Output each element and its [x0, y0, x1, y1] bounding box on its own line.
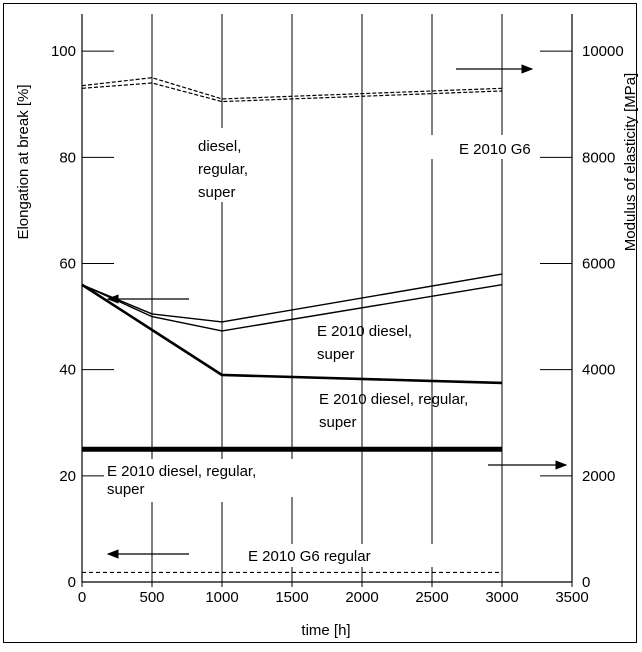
chart-frame: 0 500 1000 1500 2000 2500 3000 3500 0 20 40 60 80 100… [3, 3, 639, 643]
y-right-tick-label: 4000 [582, 362, 615, 379]
x-tick-label: 0 [78, 589, 86, 606]
annotation-e2010-g6: E 2010 G6 [459, 141, 531, 158]
annotation-diesel-regular-super-line3: super [198, 184, 236, 201]
annotation-e2010-diesel-regular-super-1-line2: super [319, 414, 357, 431]
series-line-1 [81, 82, 503, 103]
y-right-tick-label: 0 [582, 574, 590, 591]
y-right-tick-label: 10000 [582, 43, 624, 60]
x-tick-label: 3500 [555, 589, 588, 606]
annotation-background [104, 459, 294, 497]
annotation-diesel-regular-super-line1: diesel, [198, 138, 241, 155]
x-axis-label: time [h] [301, 622, 350, 639]
x-tick-label: 1000 [205, 589, 238, 606]
x-tick-label: 2500 [415, 589, 448, 606]
annotation-e2010-diesel-super-line1: E 2010 diesel, [317, 323, 412, 340]
chart: 0 500 1000 1500 2000 2500 3000 3500020406080100… [15, 14, 639, 639]
annotation-e2010-diesel-super-line2: super [317, 346, 355, 363]
x-tick-label: 1500 [275, 589, 308, 606]
annotation-e2010-diesel-regular-super-2-line1: E 2010 diesel, regular, [107, 463, 256, 480]
y-left-axis-label: Elongation at break [%] [15, 84, 32, 239]
annotation-e2010-diesel-regular-super-2-line2: super [107, 481, 145, 498]
series-line-2 [81, 77, 503, 100]
y-left-tick-label: 80 [59, 149, 76, 166]
y-left-tick-label: 40 [59, 362, 76, 379]
y-right-tick-label: 2000 [582, 468, 615, 485]
y-left-tick-label: 60 [59, 255, 76, 272]
y-left-tick-label: 0 [68, 574, 76, 591]
x-tick-label: 2000 [345, 589, 378, 606]
y-right-tick-label: 6000 [582, 255, 615, 272]
y-right-axis-label: Modulus of elasticity [MPa] [622, 73, 639, 251]
x-tick-label: 3000 [485, 589, 518, 606]
y-left-tick-label: 20 [59, 468, 76, 485]
annotation-e2010-diesel-regular-super-1-line1: E 2010 diesel, regular, [319, 391, 468, 408]
annotation-e2010-g6-regular: E 2010 G6 regular [248, 548, 371, 565]
y-right-tick-label: 8000 [582, 149, 615, 166]
annotation-diesel-regular-super-line2: regular, [198, 161, 248, 178]
x-tick-label: 500 [139, 589, 164, 606]
y-left-tick-label: 100 [51, 43, 76, 60]
series-line-5 [81, 283, 503, 385]
